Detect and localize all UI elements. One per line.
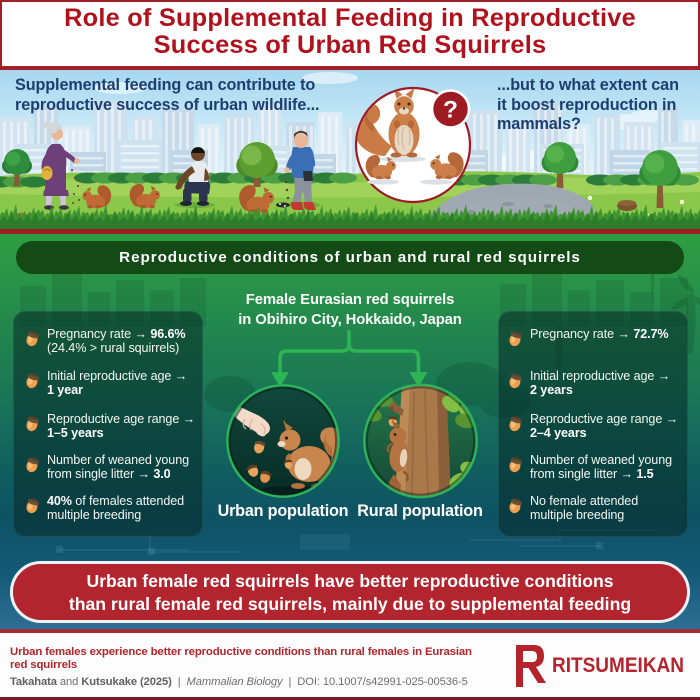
svg-text:?: ? [443,97,458,124]
svg-text:RITSUMEIKAN: RITSUMEIKAN [552,653,684,677]
